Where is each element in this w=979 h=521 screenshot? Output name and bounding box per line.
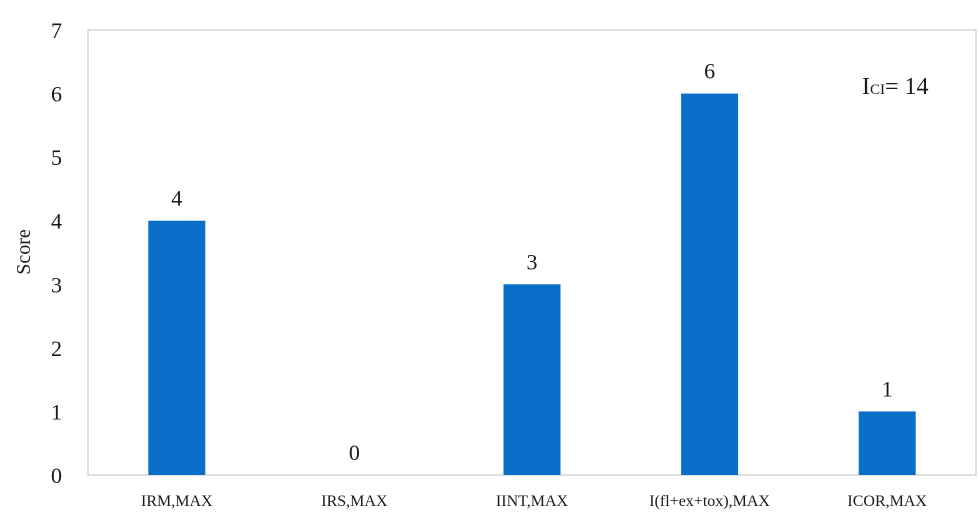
index-annotation-value: = 14 (885, 74, 929, 100)
y-tick-label: 2 (51, 336, 62, 361)
y-tick-label: 3 (51, 272, 62, 297)
y-axis-label: Score (13, 229, 35, 275)
x-category-label: IINT,MAX (496, 493, 569, 510)
bar (148, 220, 206, 475)
index-annotation-main: I (862, 74, 870, 100)
bar-value-label: 3 (527, 249, 538, 274)
x-category-label: IRS,MAX (321, 493, 388, 510)
bar-value-label: 6 (704, 59, 715, 84)
y-tick-label: 7 (51, 18, 62, 43)
bar (681, 93, 739, 476)
bar-value-label: 1 (882, 376, 893, 401)
bar (858, 411, 916, 475)
bar (503, 284, 561, 475)
y-tick-label: 5 (51, 145, 62, 170)
x-category-label: I(fl+ex+tox),MAX (649, 493, 770, 510)
x-category-label: ICOR,MAX (847, 493, 927, 510)
x-category-label: IRM,MAX (141, 493, 213, 510)
bar-value-label: 0 (349, 440, 360, 465)
y-tick-label: 4 (51, 209, 62, 234)
index-annotation-subscript: CI (870, 82, 885, 98)
index-annotation: ICI= 14 (862, 74, 929, 100)
bar-value-label: 4 (171, 186, 182, 211)
y-tick-label: 0 (51, 463, 62, 488)
y-tick-label: 1 (51, 399, 62, 424)
y-tick-label: 6 (51, 82, 62, 107)
